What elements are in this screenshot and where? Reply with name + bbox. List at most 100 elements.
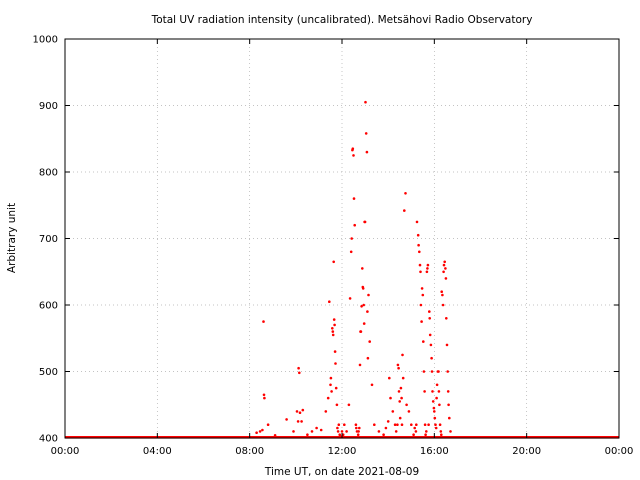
data-point: [364, 100, 367, 104]
x-tick-label: 04:00: [143, 446, 172, 457]
data-point: [442, 270, 445, 274]
data-point: [429, 343, 433, 347]
data-point: [425, 430, 428, 433]
data-point: [397, 390, 401, 393]
data-point: [386, 420, 390, 423]
data-point: [345, 430, 348, 433]
data-point: [412, 433, 415, 437]
data-point: [438, 403, 441, 407]
data-point: [295, 410, 299, 413]
data-point: [414, 430, 418, 433]
y-tick-label: 600: [39, 301, 58, 312]
data-point: [397, 366, 400, 370]
data-point: [368, 340, 372, 343]
y-tick-label: 500: [39, 367, 58, 378]
x-axis-label: Time UT, on date 2021-08-09: [264, 466, 419, 478]
data-point: [384, 426, 388, 430]
data-point: [328, 300, 331, 304]
data-point: [354, 423, 358, 427]
data-point: [447, 403, 450, 407]
data-point: [421, 293, 425, 297]
data-point: [333, 323, 336, 327]
data-point: [332, 318, 336, 321]
data-point: [415, 220, 419, 224]
data-point: [435, 396, 438, 400]
data-point: [310, 430, 314, 433]
data-point: [442, 263, 446, 267]
data-point: [338, 433, 342, 437]
data-point: [398, 416, 402, 420]
data-point: [355, 426, 358, 430]
data-point: [292, 430, 295, 433]
data-point: [333, 350, 337, 353]
data-point: [298, 411, 302, 415]
data-point: [446, 390, 450, 393]
data-point: [433, 410, 436, 413]
x-tick-label: 00:00: [605, 446, 634, 457]
data-point: [446, 370, 450, 373]
data-point: [444, 277, 448, 280]
data-point: [352, 197, 356, 200]
data-point: [400, 423, 404, 427]
data-point: [415, 423, 418, 427]
y-tick-label: 700: [39, 234, 58, 245]
data-point: [334, 386, 338, 390]
data-point: [358, 363, 362, 367]
data-point: [301, 408, 305, 412]
data-point: [431, 390, 434, 393]
data-point: [298, 371, 301, 375]
data-point: [330, 390, 333, 393]
data-point: [424, 433, 427, 437]
data-point: [335, 403, 339, 407]
data-point: [351, 147, 355, 150]
data-point: [441, 303, 445, 307]
data-point: [440, 290, 444, 294]
data-point: [394, 430, 398, 433]
data-point: [426, 263, 430, 267]
y-tick-label: 900: [39, 101, 58, 112]
x-tick-label: 12:00: [328, 446, 357, 457]
data-point: [373, 423, 376, 427]
data-point: [420, 287, 424, 290]
data-point: [419, 303, 423, 307]
data-point: [440, 433, 443, 437]
data-point: [306, 433, 309, 437]
data-point: [361, 287, 365, 290]
data-point: [448, 416, 451, 420]
data-point: [365, 150, 369, 154]
data-point: [364, 132, 368, 135]
data-point: [430, 370, 434, 373]
data-point: [360, 305, 363, 308]
data-point: [434, 423, 437, 427]
data-point: [437, 390, 441, 393]
data-point: [258, 430, 262, 433]
data-point: [418, 263, 422, 267]
y-tick-label: 400: [39, 434, 58, 445]
chart-title: Total UV radiation intensity (uncalibrat…: [151, 14, 533, 26]
data-point: [324, 410, 328, 413]
data-point: [419, 270, 422, 274]
data-point: [336, 430, 340, 433]
data-point: [407, 410, 411, 413]
data-point: [416, 233, 420, 237]
data-point: [337, 423, 341, 427]
data-point: [396, 423, 399, 427]
data-point: [350, 237, 354, 240]
data-point: [331, 330, 335, 333]
data-point: [433, 416, 437, 420]
data-point: [439, 430, 443, 433]
data-point: [336, 426, 339, 430]
data-point: [423, 390, 426, 393]
data-point: [422, 370, 426, 373]
data-point: [348, 297, 352, 300]
data-point: [417, 243, 420, 247]
data-point: [359, 330, 363, 333]
data-point: [370, 383, 374, 387]
data-point: [444, 267, 447, 270]
data-point: [266, 423, 270, 427]
data-point: [405, 403, 408, 407]
data-point: [326, 396, 330, 400]
data-point: [366, 310, 369, 313]
data-point: [398, 400, 402, 403]
